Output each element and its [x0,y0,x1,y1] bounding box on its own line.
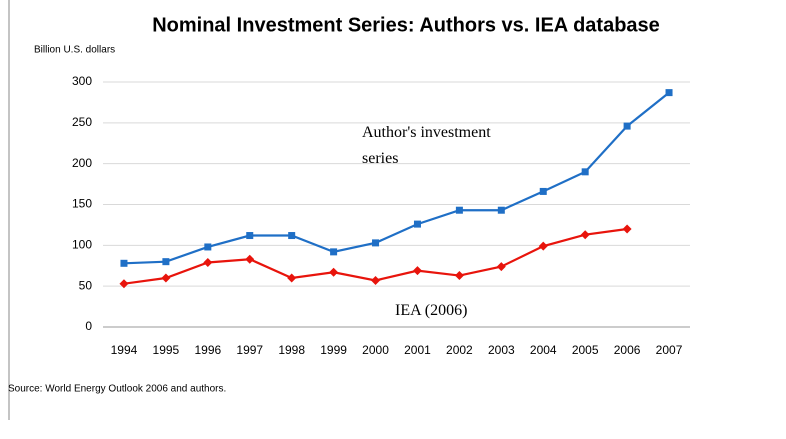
marker [204,243,212,251]
marker [162,258,170,266]
y-axis-label: Billion U.S. dollars [34,45,115,56]
y-tick-label: 0 [85,319,92,333]
marker [539,187,547,195]
marker [413,220,421,228]
marker [412,266,422,276]
marker [329,267,339,277]
x-tick-label: 2005 [572,343,599,357]
marker [372,239,380,247]
x-tick-label: 2004 [530,343,557,357]
marker [622,224,632,234]
x-tick-label: 1994 [111,343,138,357]
x-tick-label: 2001 [404,343,431,357]
x-tick-label: 2003 [488,343,515,357]
x-tick-label: 1996 [194,343,221,357]
marker [497,206,505,214]
marker [623,122,631,130]
x-tick-label: 1999 [320,343,347,357]
annotation: Author's investment series [362,124,491,167]
y-tick-label: 200 [72,156,92,170]
marker [455,206,463,214]
y-tick-label: 150 [72,197,92,211]
marker [161,273,171,283]
marker [496,262,506,272]
x-tick-label: 2002 [446,343,473,357]
marker [538,241,548,251]
series-line [123,91,670,265]
marker [287,273,297,283]
y-tick-label: 100 [72,238,92,252]
chart-title: Nominal Investment Series: Authors vs. I… [152,14,660,36]
marker [119,279,129,289]
marker [581,168,589,176]
marker [371,275,381,285]
marker [203,257,213,267]
y-tick-label: 50 [79,278,93,292]
x-tick-label: 1997 [236,343,263,357]
x-tick-label: 2007 [656,343,683,357]
y-tick-label: 300 [72,74,92,88]
marker [120,259,128,267]
x-tick-label: 2006 [614,343,641,357]
marker [330,248,338,256]
marker [246,232,254,240]
x-tick-label: 1995 [153,343,180,357]
annotation: IEA (2006) [395,302,468,319]
marker [665,89,673,97]
x-tick-label: 1998 [278,343,305,357]
source: Source: World Energy Outlook 2006 and au… [8,384,226,395]
marker [580,230,590,240]
series-line [123,227,628,285]
y-tick-label: 250 [72,115,92,129]
x-tick-label: 2000 [362,343,389,357]
marker [288,232,296,240]
marker [245,254,255,264]
marker [454,271,464,281]
